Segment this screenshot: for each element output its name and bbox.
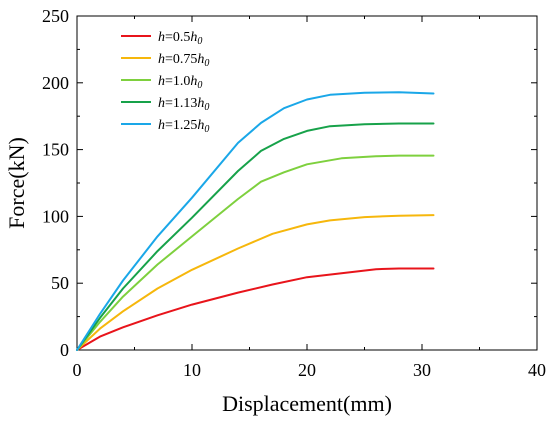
x-tick-label-30: 30 xyxy=(413,360,431,380)
y-tick-label-150: 150 xyxy=(42,140,69,160)
x-axis-title: Displacement(mm) xyxy=(222,391,392,416)
series-line-2 xyxy=(76,154,435,351)
legend-label-0: h=0.5h0 xyxy=(158,30,202,47)
legend-label-3: h=1.13h0 xyxy=(158,96,209,113)
plot-frame xyxy=(76,15,538,351)
series-line-3 xyxy=(76,122,435,351)
axis-ticks xyxy=(76,15,538,351)
series-lines xyxy=(76,91,435,351)
y-tick-label-50: 50 xyxy=(51,273,69,293)
y-axis-title: Force(kN) xyxy=(4,137,29,229)
series-line-4 xyxy=(76,91,435,351)
series-line-1 xyxy=(76,214,435,351)
axis-tick-labels: 0 10 20 30 40 0 50 100 150 200 250 xyxy=(42,6,546,380)
y-tick-label-200: 200 xyxy=(42,73,69,93)
x-tick-label-10: 10 xyxy=(183,360,201,380)
legend-label-4: h=1.25h0 xyxy=(158,118,209,135)
legend: h=0.5h0 h=0.75h0 h=1.0h0 h=1.13h0 h=1.25h0 xyxy=(121,30,209,135)
x-tick-label-0: 0 xyxy=(73,360,82,380)
x-tick-label-40: 40 xyxy=(528,360,546,380)
legend-label-1: h=0.75h0 xyxy=(158,52,209,69)
y-tick-label-250: 250 xyxy=(42,6,69,26)
x-tick-label-20: 20 xyxy=(298,360,316,380)
y-tick-label-0: 0 xyxy=(60,340,69,360)
y-tick-label-100: 100 xyxy=(42,206,69,226)
legend-label-2: h=1.0h0 xyxy=(158,74,202,91)
series-line-0 xyxy=(76,267,435,351)
